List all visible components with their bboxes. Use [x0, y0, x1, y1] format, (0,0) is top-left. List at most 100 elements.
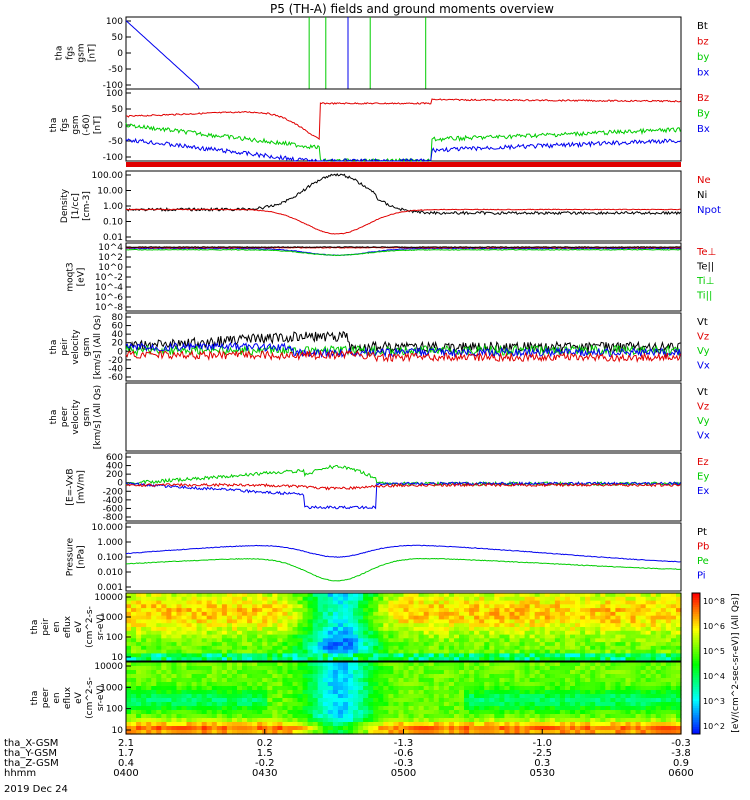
- spectrogram-cell: [363, 662, 369, 667]
- spectrogram-cell: [388, 634, 394, 639]
- spectrogram-cell: [368, 642, 374, 647]
- spectrogram-cell: [287, 682, 294, 687]
- spectrogram-cell: [348, 670, 354, 675]
- spectrogram-cell: [554, 642, 561, 647]
- spectrogram-cell: [474, 600, 480, 605]
- spectrogram-cell: [655, 653, 662, 658]
- spectrogram-cell: [676, 666, 682, 671]
- spectrogram-cell: [640, 674, 647, 679]
- spectrogram-cell: [252, 698, 258, 703]
- spectrogram-cell: [565, 615, 571, 621]
- spectrogram-cell: [363, 706, 369, 711]
- spectrogram-cell: [166, 662, 172, 667]
- spectrogram-cell: [635, 682, 642, 687]
- spectrogram-cell: [398, 604, 405, 609]
- spectrogram-cell: [670, 619, 677, 624]
- spectrogram-cell: [373, 686, 379, 691]
- spectrogram-cell: [595, 702, 601, 707]
- spectrogram-cell: [580, 722, 586, 727]
- spectrogram-cell: [585, 722, 591, 727]
- spectrogram-cell: [489, 596, 495, 602]
- spectrogram-cell: [665, 690, 672, 695]
- spectrogram-cell: [640, 634, 647, 639]
- y-axis-label: en: [52, 621, 62, 632]
- spectrogram-cell: [383, 657, 389, 662]
- colorbar-cell: [692, 654, 700, 657]
- spectrogram-cell: [464, 657, 470, 662]
- spectrogram-cell: [403, 638, 410, 643]
- spectrogram-cell: [398, 678, 405, 683]
- spectrogram-cell: [559, 657, 566, 662]
- spectrogram-cell: [146, 634, 152, 639]
- spectrogram-cell: [464, 706, 470, 711]
- spectrogram-cell: [317, 690, 324, 695]
- spectrogram-cell: [146, 642, 152, 647]
- spectrogram-cell: [484, 714, 490, 719]
- spectrogram-cell: [302, 694, 309, 699]
- spectrogram-cell: [600, 608, 606, 613]
- spectrogram-cell: [403, 657, 410, 662]
- spectrogram-cell: [388, 649, 394, 655]
- spectrogram-cell: [363, 686, 369, 691]
- spectrogram-cell: [343, 642, 349, 647]
- spectrogram-cell: [600, 670, 606, 675]
- spectrogram-cell: [549, 682, 556, 687]
- spectrogram-cell: [408, 596, 415, 602]
- spectrogram-cell: [585, 726, 591, 731]
- spectrogram-cell: [221, 702, 228, 707]
- spectrogram-cell: [206, 657, 213, 662]
- spectrogram-cell: [206, 634, 213, 639]
- spectrogram-cell: [332, 600, 339, 605]
- spectrogram-cell: [484, 653, 490, 658]
- spectrogram-cell: [610, 706, 616, 711]
- spectrogram-cell: [237, 593, 243, 598]
- spectrogram-cell: [443, 726, 450, 731]
- spectrogram-cell: [559, 682, 566, 687]
- spectrogram-cell: [136, 611, 142, 617]
- spectrogram-cell: [590, 678, 596, 683]
- spectrogram-cell: [670, 638, 677, 643]
- spectrogram-cell: [590, 706, 596, 711]
- spectrogram-cell: [393, 619, 399, 624]
- spectrogram-cell: [312, 596, 319, 602]
- spectrogram-cell: [670, 653, 677, 658]
- spectrogram-cell: [272, 596, 278, 602]
- spectrogram-cell: [312, 619, 319, 624]
- spectrogram-cell: [206, 653, 213, 658]
- x-tick-label: 1.7: [118, 748, 134, 759]
- spectrogram-cell: [433, 604, 440, 609]
- spectrogram-cell: [570, 706, 576, 711]
- spectrogram-cell: [226, 611, 233, 617]
- spectrogram-cell: [327, 657, 334, 662]
- spectrogram-cell: [575, 615, 581, 621]
- spectrogram-cell: [660, 694, 667, 699]
- spectrogram-cell: [479, 686, 485, 691]
- spectrogram-cell: [398, 649, 405, 655]
- spectrogram-cell: [479, 627, 485, 632]
- spectrogram-cell: [640, 657, 647, 662]
- spectrogram-cell: [625, 638, 632, 643]
- spectrogram-cell: [307, 670, 314, 675]
- spectrogram-cell: [393, 642, 399, 647]
- spectrogram-cell: [151, 593, 157, 598]
- spectrogram-cell: [146, 690, 152, 695]
- x-tick-label: 0.9: [673, 758, 689, 769]
- spectrogram-cell: [615, 730, 621, 735]
- spectrogram-cell: [433, 694, 440, 699]
- spectrogram-cell: [262, 593, 268, 598]
- colorbar-cell: [692, 670, 700, 674]
- spectrogram-cell: [211, 600, 218, 605]
- spectrogram-cell: [161, 649, 167, 655]
- spectrogram-cell: [459, 682, 465, 687]
- spectrogram-cell: [489, 634, 495, 639]
- spectrogram-cell: [343, 678, 349, 683]
- spectrogram-cell: [600, 600, 606, 605]
- spectrogram-cell: [216, 686, 223, 691]
- spectrogram-cell: [242, 630, 248, 636]
- spectrogram-cell: [262, 627, 268, 632]
- spectrogram-cell: [635, 600, 642, 605]
- spectrogram-cell: [428, 649, 435, 655]
- spectrogram-cell: [554, 686, 561, 691]
- spectrogram-cell: [353, 690, 359, 695]
- spectrogram-cell: [630, 634, 637, 639]
